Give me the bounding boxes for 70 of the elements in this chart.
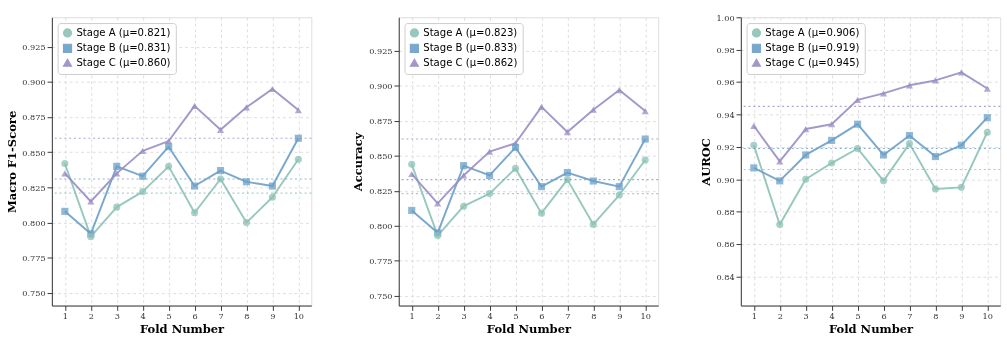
- y-tick-label: 0.94: [716, 109, 735, 120]
- y-tick-label: 0.875: [22, 112, 46, 123]
- x-tick-label: 5: [855, 311, 861, 322]
- x-tick-label: 10: [293, 311, 305, 322]
- x-tick-label: 10: [640, 311, 651, 322]
- y-tick-label: 0.800: [22, 217, 46, 228]
- y-tick-label: 0.875: [369, 116, 393, 127]
- legend-label: Stage B (μ=0.831): [76, 42, 171, 54]
- legend-label: Stage B (μ=0.919): [765, 42, 860, 54]
- x-tick-label: 8: [244, 311, 250, 322]
- legend-label: Stage C (μ=0.862): [423, 56, 518, 68]
- y-tick-label: 0.850: [22, 147, 46, 158]
- x-tick-label: 9: [959, 311, 965, 322]
- y-tick-label: 1.00: [716, 12, 735, 23]
- y-tick-label: 0.775: [22, 253, 46, 264]
- x-tick-label: 7: [565, 311, 571, 322]
- x-tick-label: 8: [933, 311, 939, 322]
- legend-label: Stage A (μ=0.823): [423, 26, 518, 38]
- y-tick-label: 0.86: [716, 239, 735, 250]
- y-tick-label: 0.90: [716, 174, 735, 185]
- x-tick-label: 4: [140, 311, 146, 322]
- x-tick-label: 10: [982, 311, 993, 322]
- legend-label: Stage C (μ=0.945): [765, 56, 860, 68]
- y-tick-label: 0.96: [716, 77, 735, 88]
- y-tick-label: 0.88: [716, 207, 735, 217]
- legend-label: Stage A (μ=0.906): [765, 26, 860, 38]
- x-tick-label: 8: [591, 311, 597, 322]
- x-tick-label: 1: [62, 311, 68, 322]
- y-axis-title: Macro F1-Score: [4, 110, 19, 214]
- x-tick-label: 6: [881, 311, 887, 322]
- y-tick-label: 0.750: [369, 291, 393, 302]
- x-tick-label: 3: [461, 311, 467, 322]
- y-tick-label: 0.775: [369, 256, 393, 267]
- x-tick-label: 4: [487, 311, 493, 322]
- y-tick-label: 0.84: [716, 271, 735, 282]
- x-tick-label: 2: [777, 311, 783, 322]
- y-tick-label: 0.900: [369, 81, 393, 92]
- y-axis-title: AUROC: [698, 138, 713, 187]
- x-axis-title: Fold Number: [139, 322, 226, 337]
- x-axis-title: Fold Number: [486, 322, 572, 337]
- y-tick-label: 0.825: [22, 182, 46, 193]
- y-tick-label: 0.750: [22, 288, 46, 299]
- y-tick-label: 0.825: [369, 186, 393, 197]
- x-tick-label: 6: [192, 311, 198, 322]
- x-tick-label: 7: [907, 311, 913, 322]
- legend-label: Stage A (μ=0.821): [76, 26, 171, 38]
- x-tick-label: 9: [617, 311, 623, 322]
- legend-label: Stage C (μ=0.860): [76, 56, 171, 68]
- y-tick-label: 0.925: [369, 46, 393, 57]
- x-tick-label: 6: [539, 311, 545, 322]
- x-tick-label: 5: [513, 311, 519, 322]
- x-tick-label: 3: [803, 311, 809, 322]
- legend-label: Stage B (μ=0.833): [423, 42, 518, 54]
- y-tick-label: 0.92: [716, 142, 735, 153]
- x-tick-label: 9: [270, 311, 276, 322]
- y-tick-label: 0.800: [369, 221, 393, 232]
- y-tick-label: 0.98: [716, 45, 735, 56]
- x-tick-label: 1: [409, 311, 415, 322]
- x-tick-label: 3: [114, 311, 120, 322]
- x-axis-title: Fold Number: [828, 322, 915, 337]
- y-tick-label: 0.850: [369, 151, 393, 162]
- y-tick-label: 0.925: [22, 42, 46, 53]
- x-tick-label: 4: [829, 311, 835, 322]
- x-tick-label: 5: [166, 311, 172, 322]
- x-tick-label: 1: [751, 311, 757, 322]
- x-tick-label: 2: [435, 311, 441, 322]
- x-tick-label: 7: [218, 311, 224, 322]
- y-tick-label: 0.900: [22, 77, 46, 88]
- y-axis-title: Accuracy: [351, 132, 366, 193]
- x-tick-label: 2: [88, 311, 94, 322]
